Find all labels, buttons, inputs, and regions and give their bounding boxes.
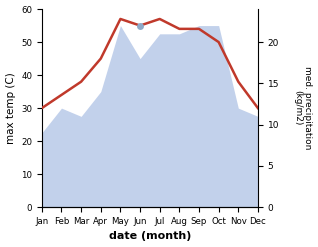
Y-axis label: med. precipitation
(kg/m2): med. precipitation (kg/m2) xyxy=(293,66,313,150)
X-axis label: date (month): date (month) xyxy=(109,231,191,242)
Y-axis label: max temp (C): max temp (C) xyxy=(5,72,16,144)
